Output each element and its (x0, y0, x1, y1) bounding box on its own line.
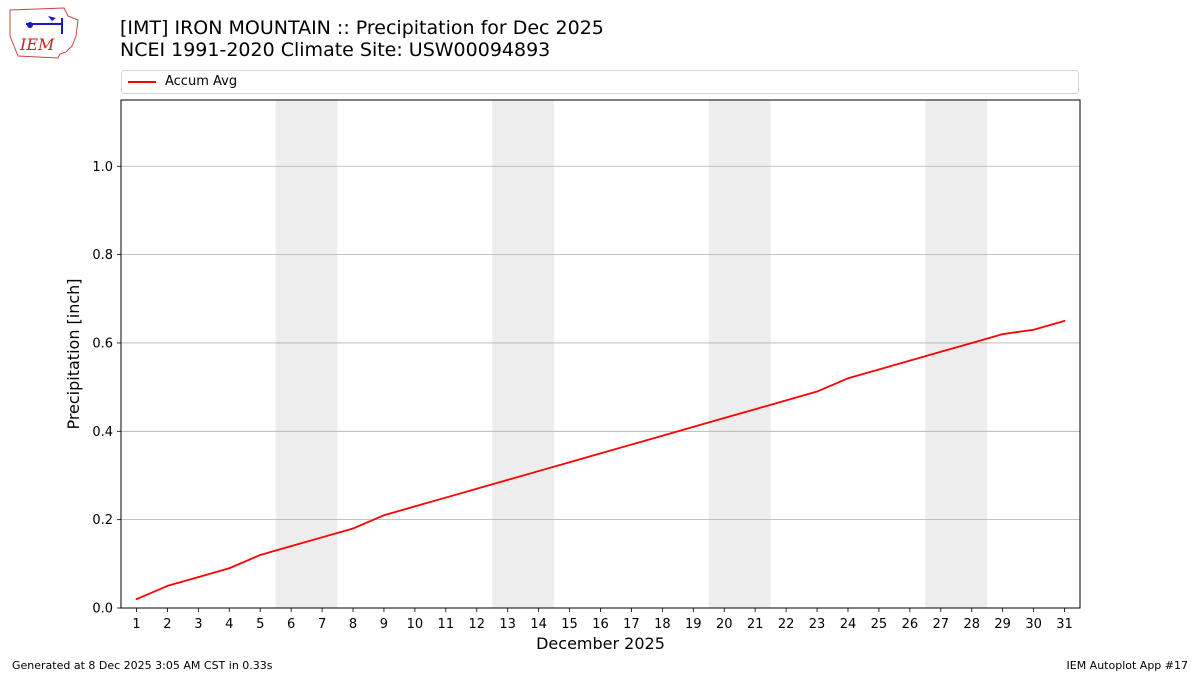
x-tick-label-16: 16 (592, 617, 609, 632)
data-point-6 (290, 545, 293, 548)
data-point-17 (630, 443, 633, 446)
footer-generated: Generated at 8 Dec 2025 3:05 AM CST in 0… (12, 659, 273, 672)
data-point-5 (259, 554, 262, 556)
weekend-band-3 (708, 100, 771, 608)
data-point-16 (599, 452, 602, 455)
x-tick-label-13: 13 (499, 617, 516, 632)
data-point-1 (135, 598, 138, 601)
x-tick-label-15: 15 (561, 617, 578, 632)
data-point-12 (475, 487, 478, 490)
logo-text: IEM (19, 35, 55, 54)
title-line-1: [IMT] IRON MOUNTAIN :: Precipitation for… (120, 17, 604, 39)
data-point-10 (413, 505, 416, 508)
data-point-30 (1032, 328, 1035, 331)
data-point-8 (352, 527, 354, 530)
chart-title: [IMT] IRON MOUNTAIN :: Precipitation for… (120, 17, 604, 61)
x-tick-label-12: 12 (468, 617, 485, 632)
data-point-20 (723, 417, 726, 419)
weekend-band-2 (492, 100, 555, 608)
x-axis-label: December 2025 (536, 634, 665, 653)
y-axis-label: Precipitation [inch] (64, 278, 83, 429)
x-tick-label-10: 10 (407, 617, 424, 632)
y-tick-label-0: 0.0 (92, 602, 113, 617)
data-point-22 (785, 399, 788, 402)
y-tick-label-3: 0.6 (92, 336, 113, 351)
data-point-28 (970, 342, 973, 344)
x-tick-label-28: 28 (963, 617, 980, 632)
data-point-29 (1001, 333, 1004, 336)
data-point-14 (537, 470, 540, 472)
weekend-band-1 (275, 100, 338, 608)
data-point-11 (444, 496, 447, 499)
data-point-25 (878, 368, 880, 371)
y-tick-label-5: 1.0 (92, 160, 113, 175)
data-point-24 (847, 377, 849, 380)
legend-label: Accum Avg (165, 74, 238, 89)
x-tick-label-3: 3 (194, 617, 202, 632)
x-tick-label-14: 14 (530, 617, 547, 632)
legend: Accum Avg (121, 70, 1079, 94)
x-tick-label-4: 4 (225, 617, 233, 632)
x-tick-label-9: 9 (380, 617, 388, 632)
x-tick-label-5: 5 (256, 617, 264, 632)
data-point-13 (506, 478, 509, 481)
x-tick-label-31: 31 (1056, 617, 1073, 632)
x-tick-label-8: 8 (349, 617, 357, 632)
iem-logo: IEM (9, 7, 79, 59)
title-line-2: NCEI 1991-2020 Climate Site: USW00094893 (120, 39, 551, 61)
data-point-7 (321, 536, 323, 539)
x-tick-label-21: 21 (747, 617, 764, 632)
x-tick-label-7: 7 (318, 617, 326, 632)
x-tick-label-27: 27 (933, 617, 950, 632)
x-tick-label-2: 2 (163, 617, 171, 632)
y-tick-label-2: 0.4 (92, 425, 113, 440)
data-point-9 (383, 514, 385, 517)
legend-swatch (128, 81, 156, 83)
x-tick-label-19: 19 (685, 617, 702, 632)
x-tick-label-25: 25 (871, 617, 888, 632)
data-point-18 (661, 434, 664, 437)
data-point-19 (692, 425, 695, 428)
x-tick-label-26: 26 (902, 617, 919, 632)
x-tick-label-11: 11 (438, 617, 455, 632)
x-tick-label-22: 22 (778, 617, 795, 632)
footer-app: IEM Autoplot App #17 (1066, 659, 1189, 672)
x-tick-label-24: 24 (840, 617, 857, 632)
data-point-3 (197, 576, 200, 578)
series-line-accum-avg (136, 320, 1065, 600)
data-point-31 (1063, 319, 1066, 322)
plot-frame (120, 99, 1081, 609)
data-point-26 (908, 359, 911, 362)
data-point-23 (816, 390, 818, 393)
x-tick-label-17: 17 (623, 617, 640, 632)
x-tick-label-23: 23 (809, 617, 826, 632)
data-point-15 (568, 461, 571, 464)
x-tick-label-29: 29 (994, 617, 1011, 632)
y-tick-label-4: 0.8 (92, 248, 113, 263)
data-point-27 (939, 350, 942, 353)
x-tick-label-6: 6 (287, 617, 295, 632)
x-tick-label-30: 30 (1025, 617, 1042, 632)
x-tick-label-18: 18 (654, 617, 671, 632)
x-tick-label-20: 20 (716, 617, 733, 632)
data-point-21 (754, 408, 757, 411)
data-point-4 (228, 567, 231, 570)
x-tick-label-1: 1 (132, 617, 140, 632)
y-tick-label-1: 0.2 (92, 513, 113, 528)
data-point-2 (166, 585, 169, 587)
